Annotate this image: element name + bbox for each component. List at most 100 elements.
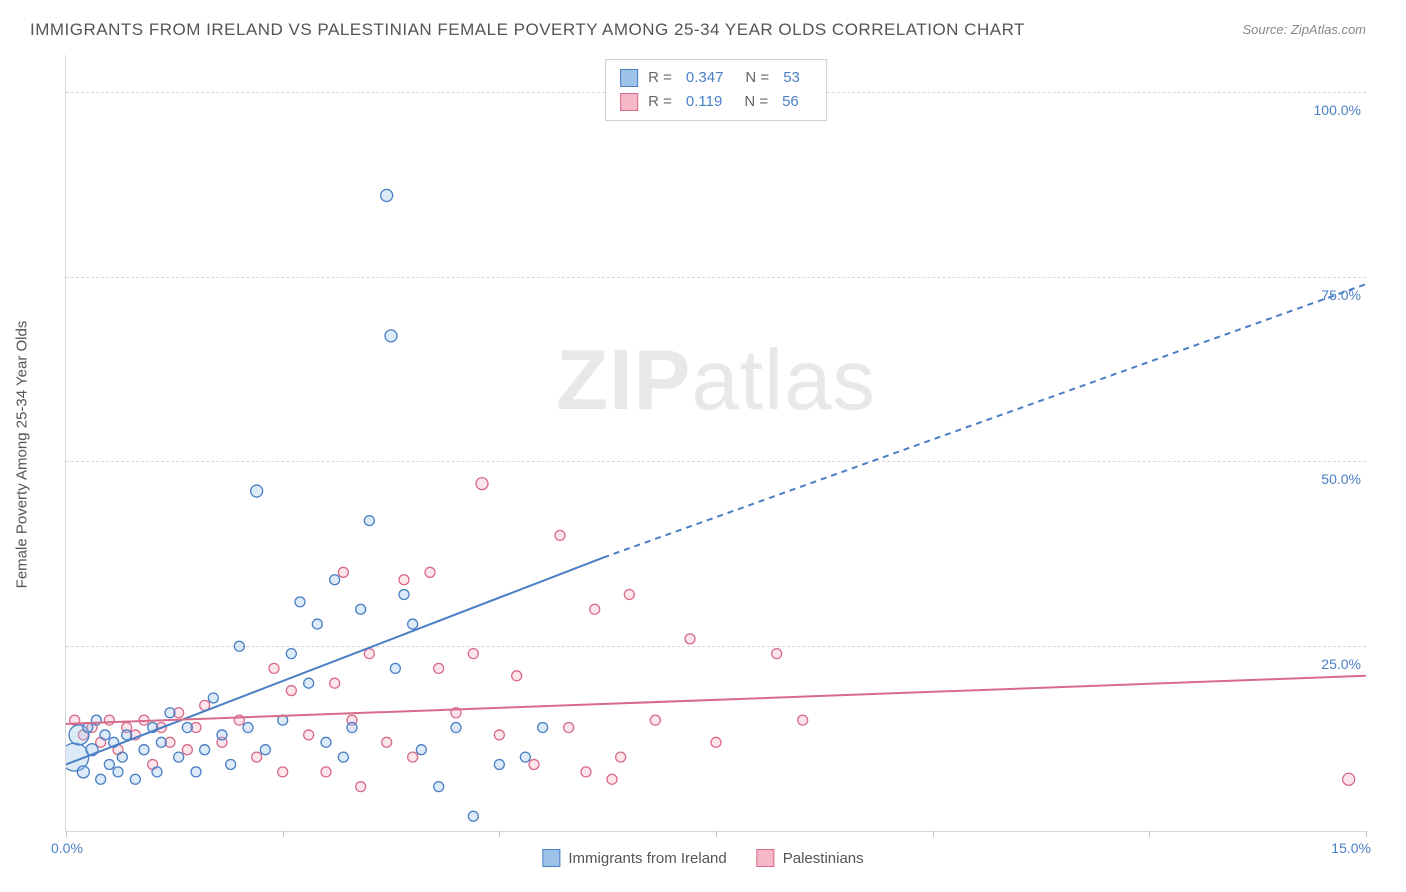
data-point <box>321 767 331 777</box>
data-point <box>330 678 340 688</box>
data-point <box>96 774 106 784</box>
data-point <box>200 745 210 755</box>
data-point <box>685 634 695 644</box>
chart-area: ZIPatlas R = 0.347 N = 53 R = 0.119 N = … <box>65 55 1366 832</box>
data-point <box>356 782 366 792</box>
series-legend: Immigrants from Ireland Palestinians <box>542 849 863 867</box>
trend-line <box>66 676 1366 724</box>
data-point <box>234 641 244 651</box>
x-tick-mark <box>1366 831 1367 837</box>
r-value-a: 0.347 <box>686 66 724 90</box>
data-point <box>385 330 397 342</box>
swatch-a-icon <box>542 849 560 867</box>
data-point <box>382 737 392 747</box>
data-point <box>468 649 478 659</box>
data-point <box>100 730 110 740</box>
data-point <box>364 649 374 659</box>
x-tick-mark <box>716 831 717 837</box>
data-point <box>616 752 626 762</box>
data-point <box>399 590 409 600</box>
data-point <box>476 478 488 490</box>
data-point <box>364 516 374 526</box>
y-axis-label: Female Poverty Among 25-34 Year Olds <box>14 321 31 589</box>
data-point <box>711 737 721 747</box>
data-point <box>607 774 617 784</box>
data-point <box>182 745 192 755</box>
x-tick-min: 0.0% <box>51 840 83 856</box>
data-point <box>468 811 478 821</box>
n-label: N = <box>745 66 769 90</box>
data-point <box>564 723 574 733</box>
x-tick-max: 15.0% <box>1331 840 1371 856</box>
scatter-svg <box>66 55 1366 831</box>
legend-label-b: Palestinians <box>783 850 864 867</box>
x-tick-mark <box>933 831 934 837</box>
stats-legend: R = 0.347 N = 53 R = 0.119 N = 56 <box>605 59 827 121</box>
data-point <box>390 663 400 673</box>
data-point <box>139 745 149 755</box>
data-point <box>425 567 435 577</box>
n-label: N = <box>744 90 768 114</box>
stats-row-b: R = 0.119 N = 56 <box>620 90 812 114</box>
data-point <box>260 745 270 755</box>
legend-label-a: Immigrants from Ireland <box>568 850 726 867</box>
data-point <box>416 745 426 755</box>
data-point <box>520 752 530 762</box>
data-point <box>494 730 504 740</box>
data-point <box>226 759 236 769</box>
legend-item-b: Palestinians <box>757 849 864 867</box>
data-point <box>434 663 444 673</box>
x-tick-mark <box>499 831 500 837</box>
n-value-a: 53 <box>783 66 800 90</box>
data-point <box>772 649 782 659</box>
data-point <box>798 715 808 725</box>
legend-item-a: Immigrants from Ireland <box>542 849 726 867</box>
data-point <box>650 715 660 725</box>
n-value-b: 56 <box>782 90 799 114</box>
data-point <box>408 619 418 629</box>
data-point <box>122 730 132 740</box>
data-point <box>278 767 288 777</box>
data-point <box>321 737 331 747</box>
data-point <box>512 671 522 681</box>
x-tick-mark <box>66 831 67 837</box>
data-point <box>304 678 314 688</box>
data-point <box>117 752 127 762</box>
source-attribution: Source: ZipAtlas.com <box>1242 22 1366 37</box>
data-point <box>217 730 227 740</box>
plot-area: ZIPatlas R = 0.347 N = 53 R = 0.119 N = … <box>65 55 1366 832</box>
data-point <box>338 567 348 577</box>
data-point <box>451 723 461 733</box>
data-point <box>208 693 218 703</box>
data-point <box>130 774 140 784</box>
data-point <box>538 723 548 733</box>
data-point <box>174 752 184 762</box>
r-label: R = <box>648 90 672 114</box>
trend-line <box>603 284 1366 557</box>
data-point <box>286 649 296 659</box>
data-point <box>295 597 305 607</box>
x-tick-mark <box>1149 831 1150 837</box>
data-point <box>104 759 114 769</box>
data-point <box>251 485 263 497</box>
data-point <box>381 189 393 201</box>
data-point <box>347 723 357 733</box>
data-point <box>408 752 418 762</box>
data-point <box>77 766 89 778</box>
chart-container: IMMIGRANTS FROM IRELAND VS PALESTINIAN F… <box>0 0 1406 892</box>
data-point <box>152 767 162 777</box>
trend-line <box>66 558 603 765</box>
data-point <box>113 767 123 777</box>
swatch-series-a <box>620 69 638 87</box>
data-point <box>555 530 565 540</box>
swatch-b-icon <box>757 849 775 867</box>
data-point <box>529 759 539 769</box>
data-point <box>182 723 192 733</box>
data-point <box>156 737 166 747</box>
data-point <box>104 715 114 725</box>
data-point <box>581 767 591 777</box>
data-point <box>1343 773 1355 785</box>
data-point <box>494 759 504 769</box>
data-point <box>286 686 296 696</box>
data-point <box>312 619 322 629</box>
